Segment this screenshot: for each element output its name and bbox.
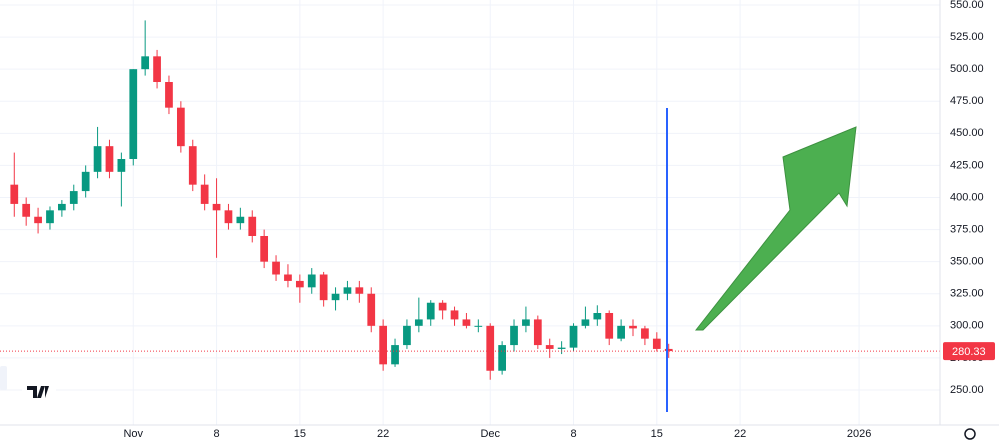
candle-body <box>629 325 637 329</box>
y-tick-label: 375.00 <box>950 223 984 235</box>
candle-body <box>22 203 31 217</box>
candle-body <box>284 274 292 281</box>
candle-body <box>117 159 126 172</box>
candle-body <box>593 312 602 320</box>
candle-body <box>10 184 19 204</box>
candle-body <box>200 184 209 204</box>
candle-body <box>533 319 542 346</box>
y-tick-label: 300.00 <box>950 320 984 332</box>
settings-button[interactable] <box>964 428 976 440</box>
logo <box>27 386 49 398</box>
candle-body <box>450 310 459 320</box>
candle-body <box>391 345 399 365</box>
candle-body <box>34 216 42 224</box>
candle-body <box>236 216 245 224</box>
candle-body <box>522 319 530 326</box>
y-tick-label: 350.00 <box>950 256 984 268</box>
candle-body <box>153 56 161 83</box>
side-toggle[interactable] <box>0 366 7 390</box>
candle-body <box>605 312 614 339</box>
x-tick-label: Nov <box>123 428 143 440</box>
candle-body <box>58 203 66 211</box>
candle-body <box>129 69 138 160</box>
candle-body <box>272 261 280 275</box>
candle-body <box>641 328 649 339</box>
last-price-tag <box>943 342 995 361</box>
candle-body <box>486 325 495 371</box>
candle-body <box>414 319 423 326</box>
tv-logo <box>22 378 56 404</box>
candle-body <box>69 191 78 204</box>
y-tick-label: 525.00 <box>950 31 984 43</box>
candle-body <box>355 287 364 294</box>
candle-body <box>307 274 316 288</box>
candle-body <box>510 325 518 346</box>
x-tick-label: 15 <box>651 428 663 440</box>
candle-body <box>438 302 447 311</box>
y-tick-label: 500.00 <box>950 63 984 75</box>
logo-bg <box>22 378 56 404</box>
candle-body <box>498 345 506 371</box>
x-tick-label: 22 <box>377 428 389 440</box>
candle-body <box>260 235 269 262</box>
candle-body <box>176 107 185 147</box>
y-tick-label: 450.00 <box>950 127 984 139</box>
candles <box>0 20 940 380</box>
candle-body <box>545 345 554 349</box>
x-tick-label: 8 <box>213 428 219 440</box>
candle-body <box>319 274 328 301</box>
y-tick-label: 250.00 <box>950 384 984 396</box>
candle-body <box>165 82 173 108</box>
candle-body <box>426 302 435 320</box>
candle-body <box>46 210 54 224</box>
candle-body <box>379 325 388 365</box>
x-tick-label: 22 <box>734 428 746 440</box>
candle-body <box>93 146 102 172</box>
x-tick-label: 2026 <box>847 428 871 440</box>
candle-body <box>248 216 257 236</box>
candle-body <box>474 325 483 327</box>
y-tick-label: 475.00 <box>950 95 984 107</box>
candle-body <box>367 293 376 326</box>
candle-body <box>462 319 471 326</box>
last-price-label: 280.33 <box>952 346 986 358</box>
candle-body <box>295 280 304 288</box>
axes: 250.00275.00300.00325.00350.00375.00400.… <box>123 0 995 440</box>
candle-body <box>224 210 233 224</box>
candle-body <box>188 146 197 185</box>
y-tick-label: 550.00 <box>950 0 984 11</box>
candle-body <box>343 287 352 294</box>
candle-body <box>569 325 578 348</box>
x-tick-label: 15 <box>294 428 306 440</box>
arrow-drawing <box>694 126 857 331</box>
candle-body <box>557 347 566 349</box>
candle-body <box>581 319 590 326</box>
candle-body <box>212 203 221 211</box>
y-tick-label: 425.00 <box>950 159 984 171</box>
candle-body <box>81 171 90 192</box>
candle-body <box>105 146 114 172</box>
candle-body <box>617 325 625 339</box>
candle-body <box>652 338 661 349</box>
candle-body <box>331 293 340 301</box>
y-tick-label: 325.00 <box>950 288 984 300</box>
candle-body <box>664 348 673 352</box>
y-tick-label: 400.00 <box>950 191 984 203</box>
candle-body <box>141 56 150 70</box>
x-tick-label: 8 <box>570 428 576 440</box>
candle-body <box>403 325 411 346</box>
x-tick-label: Dec <box>480 428 500 440</box>
